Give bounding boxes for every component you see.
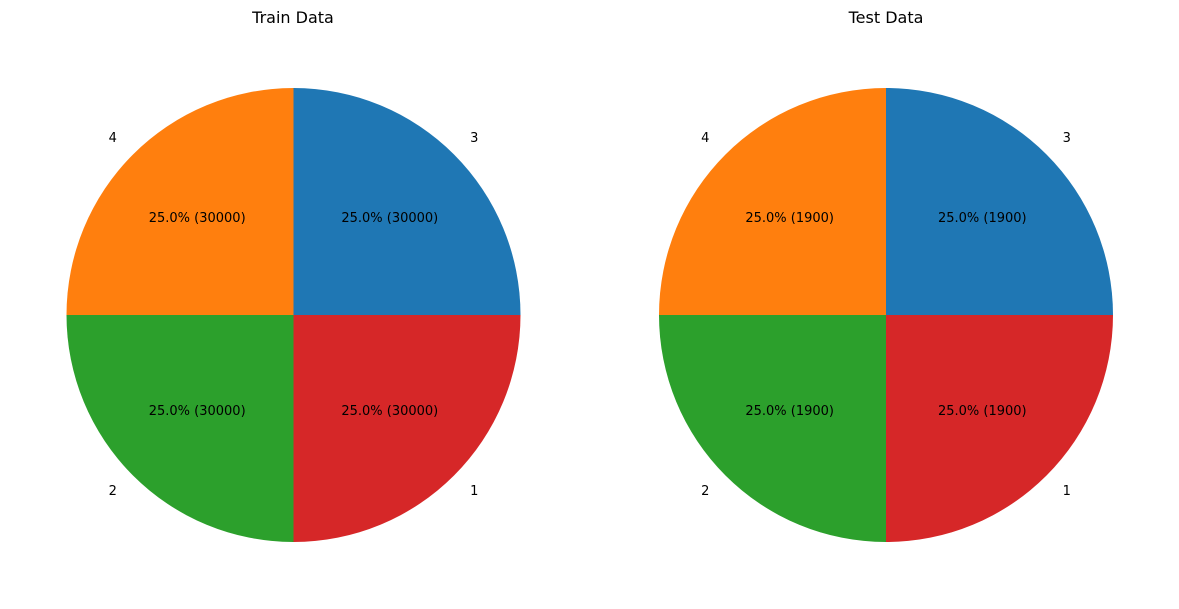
test-pie-labels: 25.0% (1900) 3 25.0% (1900) 4 25.0% (1900) 2 2…: [701, 131, 1071, 499]
test-pie-slices: [659, 88, 1113, 542]
train-pie-slices: [66, 88, 521, 542]
test-category-label-1: 1: [1063, 484, 1071, 499]
test-category-label-3: 3: [1063, 131, 1071, 146]
test-percent-label-2: 25.0% (1900): [745, 404, 834, 419]
train-percent-label-1: 25.0% (30000): [341, 404, 438, 419]
train-category-label-3: 3: [470, 131, 478, 146]
train-pie-labels: 25.0% (30000) 3 25.0% (30000) 4 25.0% (30000…: [109, 131, 479, 499]
test-percent-label-3: 25.0% (1900): [938, 211, 1027, 226]
train-category-label-2: 2: [109, 484, 117, 499]
train-slice-2: [66, 315, 294, 542]
train-category-label-4: 4: [109, 131, 117, 146]
test-chart-title: Test Data: [848, 8, 924, 27]
train-slice-3: [293, 88, 521, 315]
test-percent-label-1: 25.0% (1900): [938, 404, 1027, 419]
test-category-label-2: 2: [701, 484, 709, 499]
train-slice-1: [293, 315, 521, 542]
test-slice-2: [659, 315, 886, 542]
train-category-label-1: 1: [470, 484, 478, 499]
test-slice-4: [659, 88, 886, 315]
test-slice-1: [886, 315, 1113, 542]
train-pie-chart: Train Data 25.0% (30000)325.0% (30000)42…: [66, 8, 521, 542]
train-percent-label-2: 25.0% (30000): [149, 404, 246, 419]
train-percent-label-4: 25.0% (30000): [149, 211, 246, 226]
test-percent-label-4: 25.0% (1900): [745, 211, 834, 226]
train-percent-label-3: 25.0% (30000): [341, 211, 438, 226]
test-pie-chart: Test Data 25.0% (1900)325.0% (1900)425.0…: [659, 8, 1113, 542]
train-chart-title: Train Data: [251, 8, 334, 27]
train-slice-4: [66, 88, 294, 315]
test-slice-3: [886, 88, 1113, 315]
test-category-label-4: 4: [701, 131, 709, 146]
